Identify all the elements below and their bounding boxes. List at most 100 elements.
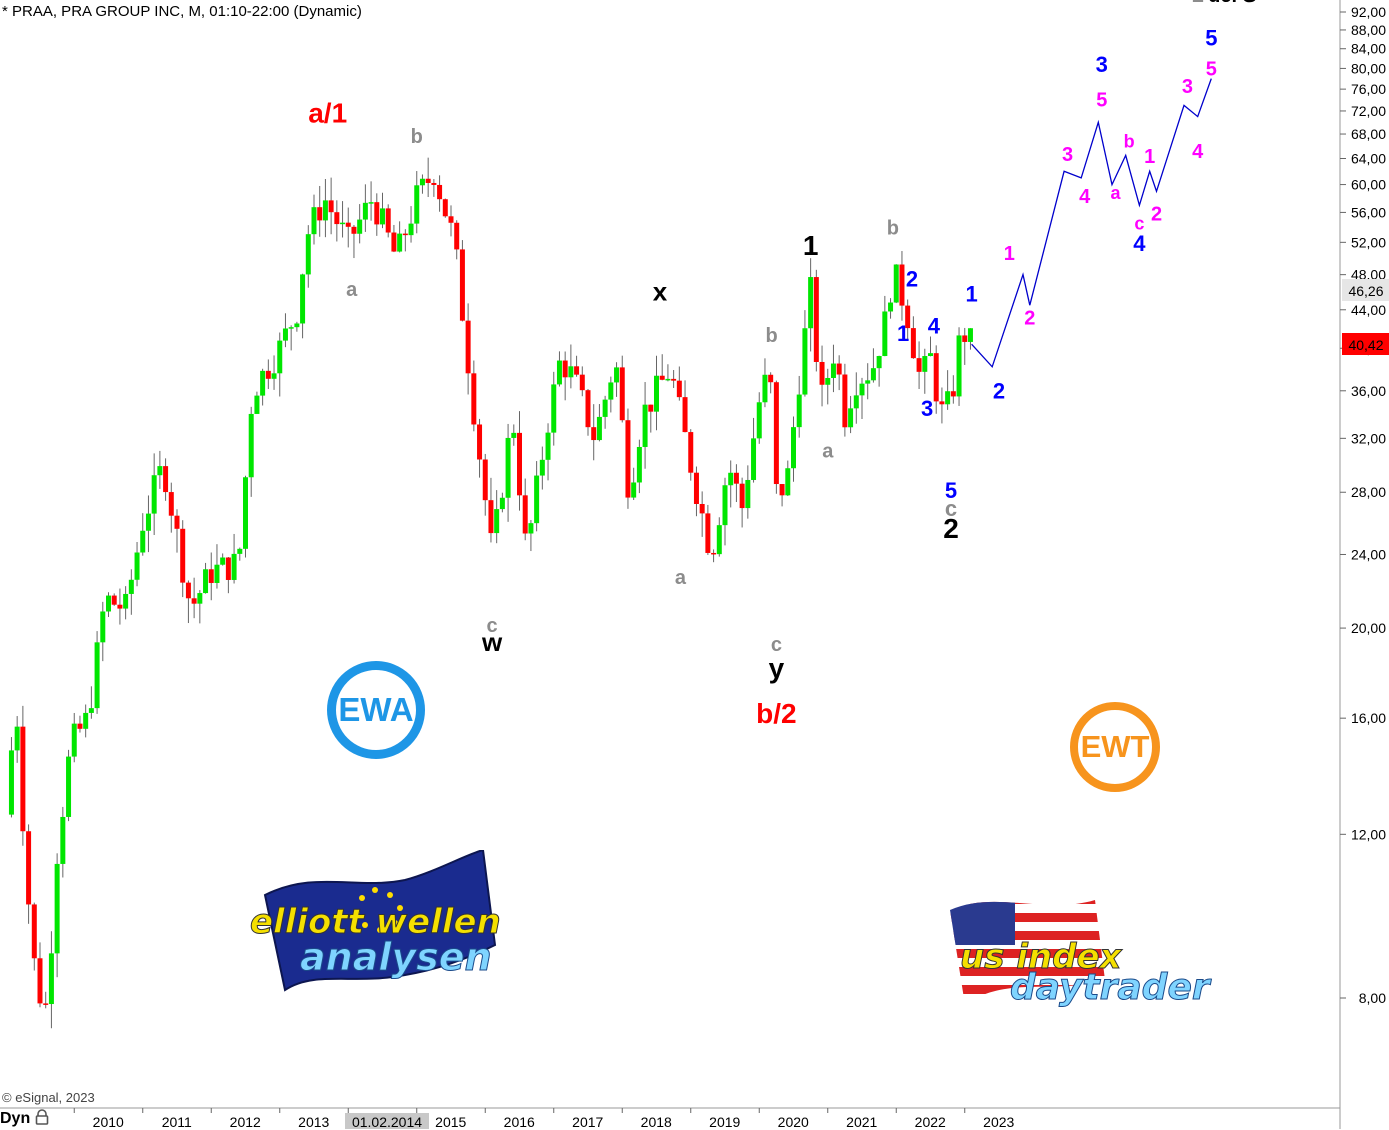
wave-label: c bbox=[945, 496, 957, 521]
candle-body bbox=[910, 328, 916, 359]
candle-body bbox=[334, 212, 340, 225]
candle-body bbox=[328, 200, 334, 213]
price-tick-label: 72,00 bbox=[1351, 103, 1386, 119]
price-tick-label: 60,00 bbox=[1351, 177, 1386, 193]
candle-body bbox=[140, 530, 146, 553]
candle-body bbox=[751, 438, 757, 480]
dynamic-mode-button[interactable]: Dyn bbox=[0, 1109, 49, 1128]
candle-body bbox=[813, 277, 819, 362]
candle-body bbox=[459, 249, 465, 321]
candle-body bbox=[277, 340, 283, 374]
wave-label: b/2 bbox=[756, 698, 796, 729]
candle-body bbox=[454, 222, 460, 250]
candle-body bbox=[522, 495, 528, 534]
time-axis: 2010 2011 2012 2013 2015 2016 2017 2018 2019 2020… bbox=[73, 1108, 1015, 1129]
wave-label: 1 bbox=[1192, 0, 1204, 7]
candle-body bbox=[203, 569, 209, 594]
wave-label: a bbox=[346, 279, 358, 301]
elliott-logo-line2: analysen bbox=[300, 935, 493, 979]
price-tick-label: 36,00 bbox=[1351, 383, 1386, 399]
candle-body bbox=[145, 513, 151, 531]
candle-body bbox=[20, 726, 26, 832]
elliott-wellen-logo: elliott wellen analysen bbox=[245, 850, 505, 995]
candle-body bbox=[711, 552, 717, 555]
candle-body bbox=[106, 595, 111, 612]
wave-label: 5 bbox=[1206, 59, 1217, 81]
candle-body bbox=[962, 335, 968, 342]
candle-body bbox=[385, 208, 391, 233]
wave-label: c bbox=[1134, 213, 1144, 233]
candle-body bbox=[865, 380, 871, 384]
wave-label: b bbox=[411, 126, 423, 148]
candle-body bbox=[419, 178, 425, 186]
wave-label: 1 bbox=[897, 321, 909, 346]
time-tick-label: 2019 bbox=[709, 1114, 740, 1129]
candle-body bbox=[768, 374, 774, 383]
candle-body bbox=[945, 391, 951, 405]
candle-body bbox=[265, 370, 271, 379]
candle-body bbox=[928, 353, 933, 357]
wave-label: 1 bbox=[803, 230, 819, 261]
candle-body bbox=[619, 367, 625, 421]
wave-label: 4 bbox=[928, 313, 941, 338]
wave-label: 2 bbox=[1151, 203, 1162, 225]
candle-body bbox=[785, 468, 791, 496]
time-tick-label: 2023 bbox=[983, 1114, 1014, 1129]
wave-label: 2 bbox=[993, 379, 1005, 404]
candle-body bbox=[596, 416, 602, 441]
wave-label: b bbox=[887, 218, 899, 240]
candle-body bbox=[819, 361, 825, 385]
price-tick-label: 32,00 bbox=[1351, 430, 1386, 446]
candle-body bbox=[791, 427, 796, 469]
wave-label: 2 bbox=[1024, 308, 1035, 330]
candle-body bbox=[534, 475, 540, 524]
price-tick-label: 16,00 bbox=[1351, 710, 1386, 726]
price-tick-label: 76,00 bbox=[1351, 81, 1386, 97]
candle-body bbox=[654, 375, 659, 412]
price-tick-label: 68,00 bbox=[1351, 126, 1386, 142]
candle-body bbox=[322, 200, 328, 221]
date-marker-bg bbox=[345, 1113, 429, 1129]
candle-body bbox=[134, 552, 140, 580]
time-tick-label: 2013 bbox=[298, 1114, 329, 1129]
price-tick-label: 84,00 bbox=[1351, 41, 1386, 57]
candle-body bbox=[345, 222, 351, 227]
wave-label: der bbox=[1208, 0, 1239, 7]
candle-body bbox=[60, 816, 66, 864]
wave-label: c bbox=[771, 634, 782, 656]
time-tick-label: 2012 bbox=[230, 1114, 261, 1129]
price-badges: 46,26 40,42 bbox=[1342, 279, 1389, 355]
price-tick-label: 52,00 bbox=[1351, 234, 1386, 250]
us-flag-icon bbox=[950, 900, 1105, 1005]
candle-body bbox=[123, 593, 129, 609]
price-tick-label: 80,00 bbox=[1351, 60, 1386, 76]
time-tick-label: 2017 bbox=[572, 1114, 603, 1129]
candle-body bbox=[368, 202, 374, 204]
candle-body bbox=[380, 208, 385, 225]
candle-body bbox=[128, 579, 134, 594]
candle-body bbox=[14, 726, 20, 751]
candle-body bbox=[408, 223, 414, 236]
candle-body bbox=[882, 311, 888, 357]
candle-body bbox=[391, 232, 397, 252]
wave-label: 4 bbox=[1079, 186, 1091, 208]
time-tick-label: 2022 bbox=[915, 1114, 946, 1129]
last-price-badge bbox=[1342, 333, 1389, 355]
us-index-daytrader-logo: us index daytrader bbox=[945, 895, 1220, 1020]
candle-body bbox=[448, 216, 454, 223]
candle-body bbox=[357, 219, 363, 234]
wave-label: 2 bbox=[943, 513, 959, 544]
price-tick-label: 24,00 bbox=[1351, 546, 1386, 562]
price-tick-label: 56,00 bbox=[1351, 204, 1386, 220]
candle-body bbox=[311, 207, 317, 235]
candle-body bbox=[71, 723, 77, 757]
candle-body bbox=[939, 401, 945, 405]
candle-body bbox=[859, 383, 865, 396]
projection-path bbox=[971, 78, 1212, 369]
candle-body bbox=[8, 750, 14, 815]
level-badge bbox=[1342, 279, 1389, 301]
candle-body bbox=[168, 492, 174, 516]
candle-body bbox=[88, 708, 94, 713]
candle-body bbox=[568, 366, 574, 378]
